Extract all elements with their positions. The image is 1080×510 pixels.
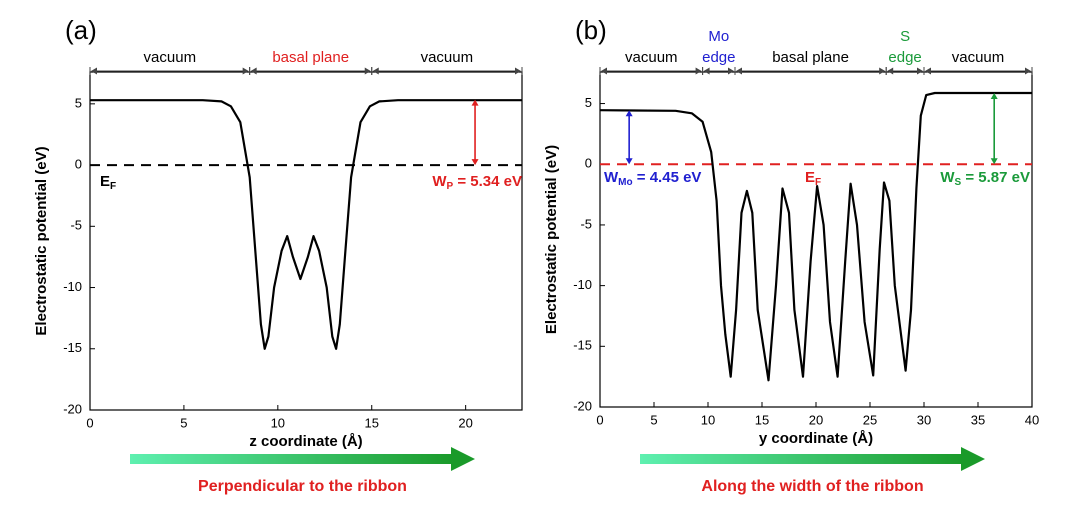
x-tick-label: 0 — [86, 415, 93, 430]
region-label: basal plane — [272, 49, 349, 66]
arrow-head — [990, 158, 998, 165]
x-tick-label: 15 — [365, 415, 379, 430]
y-tick-label: -20 — [63, 401, 82, 416]
direction-label: Along the width of the ribbon — [701, 478, 923, 495]
arrow-head — [250, 67, 257, 75]
arrow-head — [917, 67, 923, 75]
x-tick-label: 30 — [917, 412, 931, 427]
panel: (b) 0 5 10 15 20 25 30 35 40 -20 -15 -10 -5 0 5 y coordi… — [543, 15, 1039, 495]
arrow-head — [471, 159, 479, 166]
x-tick-label: 15 — [755, 412, 769, 427]
region-label: vacuum — [144, 49, 197, 66]
arrow-head — [728, 67, 734, 75]
arrow-head — [364, 67, 371, 75]
fermi-label-sub: F — [815, 177, 821, 188]
x-tick-label: 35 — [971, 412, 985, 427]
wf-rest: = 5.34 eV — [453, 173, 522, 190]
x-tick-label: 10 — [701, 412, 715, 427]
x-tick-label: 10 — [271, 415, 285, 430]
arrow-head — [372, 67, 379, 75]
wf-main: W — [940, 169, 955, 186]
y-axis-label: Electrostatic potential (eV) — [33, 146, 50, 335]
y-tick-label: 5 — [75, 95, 82, 110]
region-label: edge — [702, 49, 735, 66]
y-tick-label: -15 — [573, 338, 592, 353]
plot-frame — [89, 71, 523, 411]
x-tick-label: 40 — [1025, 412, 1039, 427]
potential-line — [599, 91, 1032, 382]
x-tick-label: 5 — [650, 412, 657, 427]
arrow-head — [703, 67, 710, 75]
y-tick-label: -10 — [63, 279, 82, 294]
wf-rest: = 5.87 eV — [961, 169, 1030, 186]
arrow-head — [471, 99, 479, 106]
region-label: vacuum — [952, 49, 1005, 66]
x-axis-label: y coordinate (Å) — [759, 430, 873, 447]
x-tick-label: 5 — [180, 415, 187, 430]
fermi-label-main: E — [805, 169, 815, 186]
direction-arrow-shaft — [640, 454, 963, 464]
arrow-head — [695, 67, 702, 75]
x-tick-label: 20 — [809, 412, 823, 427]
potential-line — [90, 99, 522, 350]
region-label: vacuum — [625, 49, 678, 66]
wf-sub: S — [955, 177, 962, 188]
x-tick-label: 20 — [458, 415, 472, 430]
panel-label: (a) — [65, 15, 97, 45]
y-tick-label: 5 — [585, 95, 592, 110]
arrow-head — [601, 67, 607, 75]
x-axis-label: z coordinate (Å) — [249, 433, 362, 450]
x-tick-label: 0 — [596, 412, 603, 427]
arrow-head — [990, 92, 998, 99]
direction-arrow-head — [451, 447, 475, 471]
wf-main: W — [604, 169, 619, 186]
arrow-head — [91, 67, 97, 75]
y-tick-label: -5 — [580, 216, 592, 231]
region-label: S — [900, 28, 910, 45]
work-function-label: WMo = 4.45 eV — [604, 169, 701, 188]
direction-label: Perpendicular to the ribbon — [198, 478, 407, 495]
fermi-label: EF — [805, 169, 821, 188]
region-label: vacuum — [421, 49, 474, 66]
y-axis-label: Electrostatic potential (eV) — [543, 145, 560, 334]
arrow-head — [1025, 67, 1031, 75]
direction-arrow-shaft — [130, 454, 453, 464]
arrow-head — [879, 67, 886, 75]
y-tick-label: 0 — [585, 156, 592, 171]
wf-main: W — [432, 173, 447, 190]
work-function-label: WS = 5.87 eV — [940, 169, 1030, 188]
y-tick-label: -10 — [573, 277, 592, 292]
x-tick-label: 25 — [863, 412, 877, 427]
wf-sub: Mo — [618, 177, 632, 188]
panel-label: (b) — [575, 15, 607, 45]
fermi-label-sub: F — [110, 181, 116, 192]
arrow-head — [625, 110, 633, 117]
arrow-head — [242, 67, 249, 75]
y-tick-label: 0 — [75, 157, 82, 172]
region-label: basal plane — [772, 49, 849, 66]
arrow-head — [625, 158, 633, 165]
wf-rest: = 4.45 eV — [633, 169, 702, 186]
arrow-head — [736, 67, 742, 75]
work-function-label: WP = 5.34 eV — [432, 173, 522, 192]
arrow-head — [515, 67, 521, 75]
region-label: edge — [888, 49, 921, 66]
y-tick-label: -5 — [70, 218, 82, 233]
fermi-label: EF — [100, 173, 116, 192]
y-tick-label: -20 — [573, 398, 592, 413]
panel: (a) 0 5 10 15 20 -20 -15 -10 -5 0 5 z coordinate (Å)… — [33, 15, 523, 495]
plot-frame — [599, 71, 1033, 408]
arrow-head — [887, 67, 894, 75]
y-tick-label: -15 — [63, 340, 82, 355]
region-label: Mo — [708, 28, 729, 45]
fermi-label-main: E — [100, 173, 110, 190]
direction-arrow-head — [961, 447, 985, 471]
wf-sub: P — [447, 181, 454, 192]
arrow-head — [925, 67, 931, 75]
